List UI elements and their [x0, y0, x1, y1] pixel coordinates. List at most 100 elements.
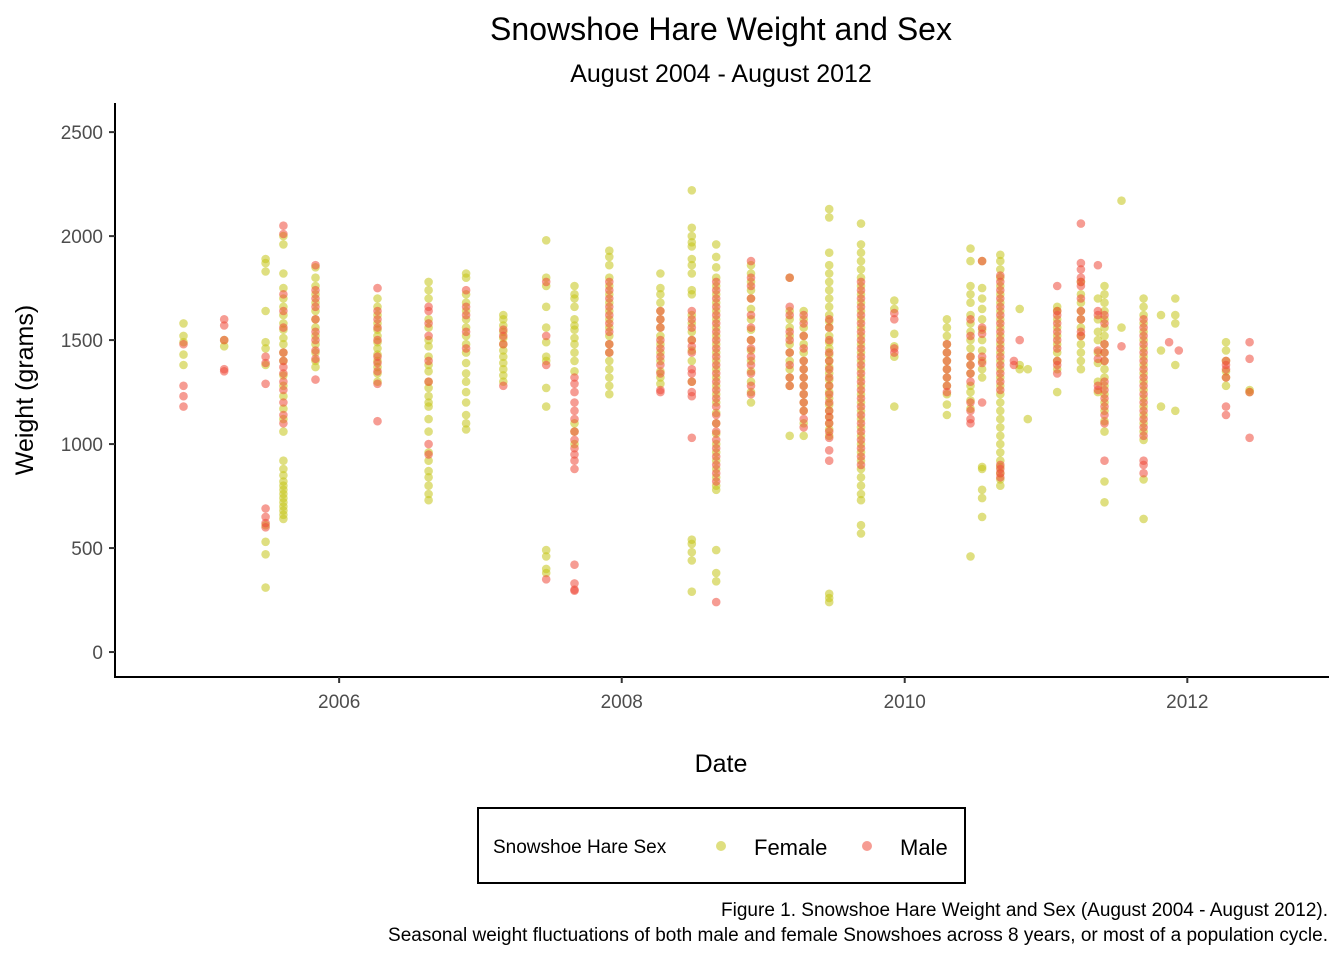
data-point-female	[179, 360, 188, 370]
data-point-male	[1093, 346, 1103, 355]
data-point-male	[996, 344, 1005, 353]
data-point-male	[687, 342, 697, 351]
data-point-female	[856, 481, 866, 491]
data-point-male	[1139, 373, 1148, 382]
data-point-female	[996, 414, 1005, 424]
data-point-male	[461, 285, 471, 295]
data-point-male	[1100, 377, 1109, 387]
data-point-female	[1156, 402, 1166, 411]
data-point-female	[687, 254, 697, 264]
data-point-male	[570, 406, 579, 416]
data-point-female	[570, 325, 579, 335]
data-point-male	[1100, 319, 1109, 328]
data-point-male	[279, 221, 288, 230]
data-point-female	[824, 213, 834, 222]
data-point-male	[1117, 342, 1126, 351]
data-points	[179, 186, 1254, 607]
data-point-female	[541, 236, 551, 245]
data-point-male	[1100, 410, 1109, 420]
x-tick-label: 2010	[884, 692, 926, 713]
data-point-female	[570, 339, 579, 349]
data-point-female	[499, 346, 508, 355]
data-point-female	[711, 263, 721, 272]
x-tick-label: 2008	[601, 692, 643, 713]
data-point-male	[996, 473, 1005, 482]
data-point-male	[687, 377, 697, 387]
data-point-female	[687, 186, 697, 195]
data-point-female	[424, 456, 433, 466]
data-point-male	[711, 460, 721, 470]
data-point-female	[824, 260, 834, 270]
data-point-female	[711, 252, 721, 262]
data-point-female	[890, 402, 899, 411]
data-point-male	[711, 402, 721, 411]
data-point-female	[570, 356, 579, 366]
legend-key-female	[716, 841, 726, 851]
data-point-male	[570, 427, 579, 436]
data-point-female	[279, 283, 288, 293]
data-point-female	[279, 471, 288, 480]
data-point-female	[977, 304, 987, 314]
data-point-female	[261, 258, 270, 268]
data-point-female	[856, 473, 866, 482]
data-point-female	[279, 269, 288, 278]
data-point-male	[711, 477, 721, 486]
data-point-male	[570, 560, 579, 569]
data-point-male	[279, 323, 288, 332]
data-point-female	[461, 419, 471, 428]
data-point-male	[799, 331, 808, 341]
data-point-male	[311, 302, 320, 312]
y-tick-label: 2500	[61, 123, 103, 144]
data-point-male	[824, 381, 834, 391]
data-point-male	[785, 310, 794, 320]
data-point-male	[373, 315, 382, 324]
data-point-female	[279, 514, 288, 524]
legend-key-male	[862, 841, 872, 851]
data-point-female	[1117, 196, 1126, 205]
data-point-male	[966, 369, 975, 378]
data-point-male	[942, 356, 952, 366]
data-point-male	[966, 419, 975, 428]
data-point-male	[746, 273, 756, 283]
x-axis-ticks: 2006 2008 2010 2012	[318, 677, 1208, 713]
data-point-male	[856, 302, 866, 312]
data-point-male	[311, 260, 320, 270]
data-point-female	[570, 315, 579, 324]
data-point-female	[656, 290, 665, 299]
data-point-male	[856, 344, 866, 353]
data-point-male	[890, 315, 899, 324]
data-point-male	[656, 369, 665, 378]
data-point-male	[785, 360, 794, 370]
data-point-female	[1171, 294, 1180, 303]
data-point-male	[799, 398, 808, 407]
data-point-male	[966, 360, 975, 370]
data-point-male	[711, 277, 721, 287]
data-point-male	[1100, 348, 1109, 357]
data-point-male	[1139, 315, 1148, 324]
data-point-male	[977, 323, 987, 332]
data-point-female	[977, 335, 987, 345]
data-point-female	[966, 552, 975, 561]
data-point-female	[1100, 331, 1109, 341]
data-point-male	[570, 435, 579, 445]
data-point-female	[424, 481, 433, 491]
data-point-female	[1221, 381, 1231, 391]
data-point-male	[656, 323, 665, 332]
data-point-male	[1245, 337, 1254, 347]
data-point-female	[1117, 323, 1126, 332]
data-point-female	[856, 520, 866, 530]
data-point-female	[424, 414, 433, 424]
data-point-female	[656, 269, 665, 278]
data-point-male	[1076, 331, 1086, 341]
data-point-male	[656, 335, 665, 345]
data-point-female	[687, 539, 697, 549]
data-point-male	[424, 306, 433, 316]
data-point-male	[824, 456, 834, 466]
data-point-female	[966, 298, 975, 308]
data-point-male	[424, 377, 433, 387]
data-point-male	[219, 335, 229, 345]
data-point-male	[1076, 281, 1086, 291]
data-point-female	[279, 391, 288, 401]
data-point-male	[1100, 356, 1109, 366]
data-point-male	[373, 323, 382, 332]
